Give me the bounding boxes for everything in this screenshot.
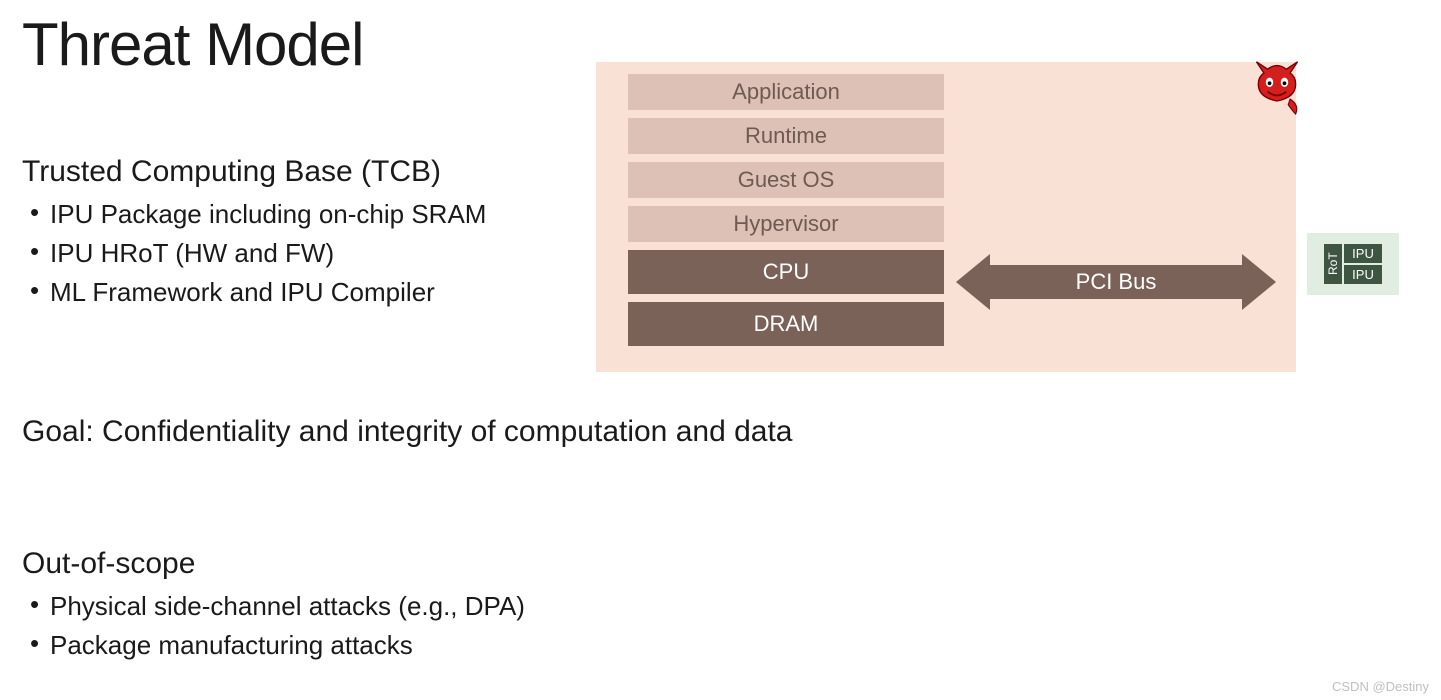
rot-label: RoT — [1324, 244, 1342, 284]
layer-hypervisor: Hypervisor — [628, 206, 944, 242]
slide-title: Threat Model — [22, 10, 364, 79]
arrow-head-right — [1242, 254, 1276, 310]
layer-application: Application — [628, 74, 944, 110]
ipu-cell-bottom: IPU — [1344, 265, 1382, 284]
ipu-chip-block: RoT IPU IPU — [1307, 233, 1399, 295]
out-of-scope-section: Out-of-scope Physical side-channel attac… — [22, 547, 525, 665]
goal-section: Goal: Confidentiality and integrity of c… — [22, 415, 792, 449]
tcb-section: Trusted Computing Base (TCB) IPU Package… — [22, 155, 486, 312]
oos-item: Package manufacturing attacks — [22, 626, 525, 665]
tcb-list: IPU Package including on-chip SRAM IPU H… — [22, 195, 486, 312]
arrow-label: PCI Bus — [990, 265, 1242, 299]
tcb-item: IPU HRoT (HW and FW) — [22, 234, 486, 273]
oos-item: Physical side-channel attacks (e.g., DPA… — [22, 587, 525, 626]
layer-cpu: CPU — [628, 250, 944, 294]
adversary-devil-icon — [1249, 56, 1305, 118]
threat-diagram: Application Runtime Guest OS Hypervisor … — [596, 62, 1296, 372]
tcb-item: ML Framework and IPU Compiler — [22, 273, 486, 312]
software-stack: Application Runtime Guest OS Hypervisor … — [628, 74, 944, 354]
ipu-cell-top: IPU — [1344, 244, 1382, 263]
layer-runtime: Runtime — [628, 118, 944, 154]
layer-guest-os: Guest OS — [628, 162, 944, 198]
arrow-head-left — [956, 254, 990, 310]
tcb-item: IPU Package including on-chip SRAM — [22, 195, 486, 234]
layer-dram: DRAM — [628, 302, 944, 346]
tcb-heading: Trusted Computing Base (TCB) — [22, 155, 486, 189]
pci-bus-arrow: PCI Bus — [956, 254, 1276, 310]
oos-list: Physical side-channel attacks (e.g., DPA… — [22, 587, 525, 665]
watermark: CSDN @Destiny — [1332, 679, 1429, 694]
goal-text: Goal: Confidentiality and integrity of c… — [22, 415, 792, 449]
oos-heading: Out-of-scope — [22, 547, 525, 581]
